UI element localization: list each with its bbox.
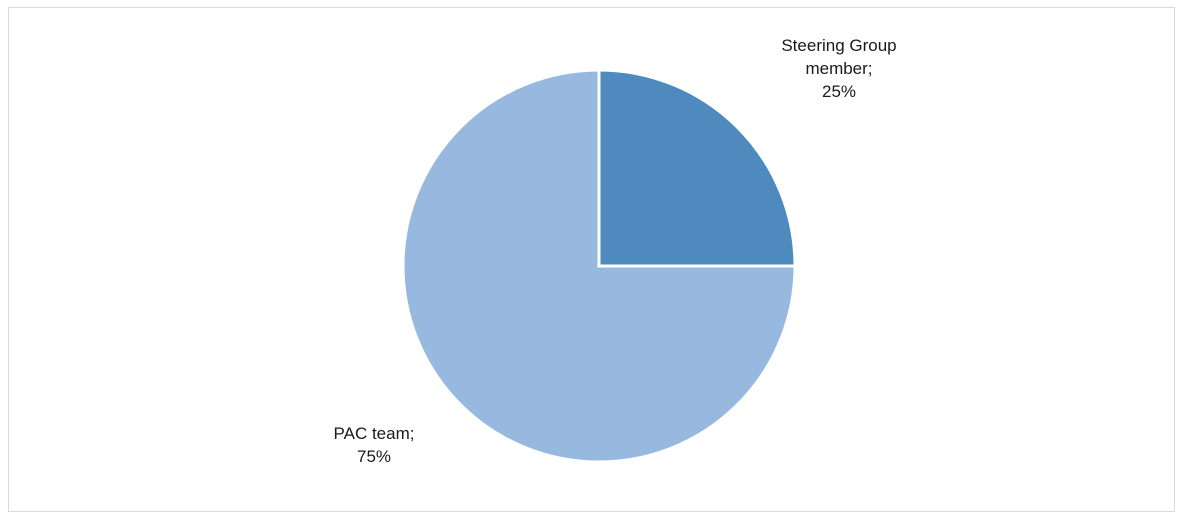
slice-value: 25% bbox=[821, 82, 857, 101]
slice-label-line-1: Steering Group bbox=[781, 36, 897, 55]
chart-frame: Steering Group member; 25% PAC team; 75% bbox=[8, 7, 1175, 512]
slice-label-line-1: PAC team; bbox=[333, 424, 415, 443]
slice-value: 75% bbox=[356, 447, 392, 466]
slice-label-steering-group-member: Steering Group member; 25% bbox=[709, 34, 969, 103]
slice-label-pac-team: PAC team; 75% bbox=[299, 422, 449, 468]
pie-slice-pac-team bbox=[401, 68, 797, 464]
slice-label-line-2: member; bbox=[805, 59, 873, 78]
pie-slice-steering-group-member bbox=[597, 68, 797, 268]
pie-chart bbox=[401, 68, 797, 464]
